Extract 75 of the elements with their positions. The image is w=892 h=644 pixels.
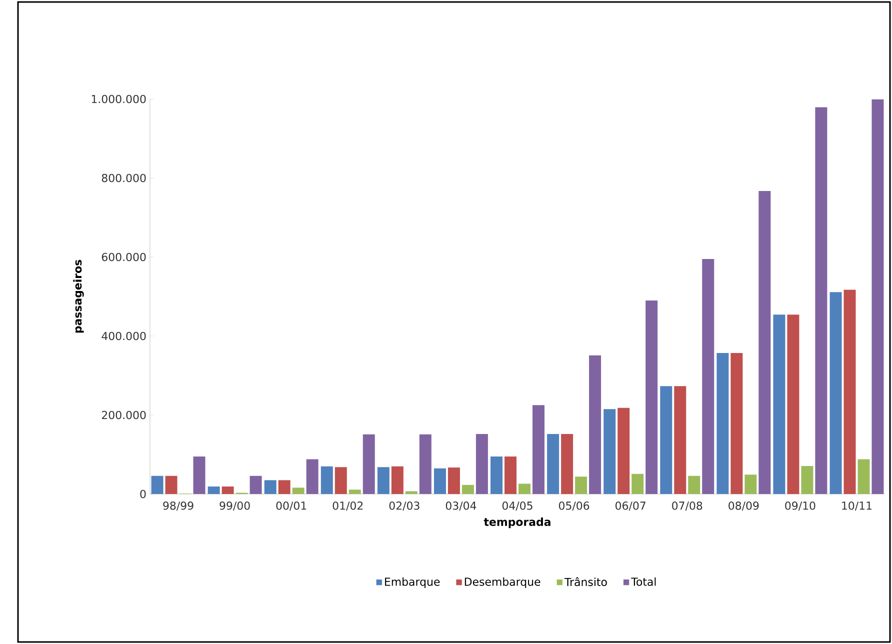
x-tick-label: 05/06 [558, 502, 590, 511]
bar [660, 386, 672, 494]
bar [830, 292, 842, 494]
y-axis-title: passageiros [73, 260, 84, 333]
bar [476, 434, 488, 494]
bar [419, 434, 432, 494]
bar [292, 488, 304, 494]
bar [151, 476, 164, 494]
bar [604, 409, 616, 494]
bar [208, 486, 220, 494]
bar [348, 490, 361, 494]
bar [222, 486, 234, 494]
legend-label: Embarque [385, 577, 440, 588]
bar [744, 474, 757, 494]
bar [320, 466, 333, 494]
bar [504, 456, 517, 494]
x-tick-label: 08/09 [728, 502, 759, 511]
bar [632, 474, 644, 494]
bar [844, 290, 856, 494]
x-tick-label: 03/04 [446, 502, 476, 511]
y-tick-label: 0 [140, 490, 146, 498]
bar [773, 314, 786, 494]
bar [434, 468, 446, 494]
bar [405, 491, 418, 494]
bar [377, 467, 390, 494]
bar [858, 459, 870, 494]
bar [547, 434, 560, 494]
bar [815, 107, 828, 494]
bar [391, 466, 404, 494]
bar [362, 434, 375, 494]
bar [716, 352, 729, 494]
bar [278, 480, 290, 494]
y-tick-label: 400.000 [102, 332, 146, 340]
x-tick-label: 98/99 [163, 502, 194, 511]
bar [872, 99, 884, 494]
bar [730, 352, 743, 494]
bar [787, 314, 800, 494]
bar [688, 476, 700, 494]
x-tick-label: 09/10 [785, 502, 816, 511]
legend-label: Trânsito [564, 577, 607, 586]
legend-label: Total [631, 577, 656, 586]
bar [801, 466, 814, 494]
bar [618, 408, 630, 494]
bar [448, 468, 460, 494]
bar [490, 456, 503, 494]
bar [518, 484, 530, 494]
bar [702, 258, 714, 494]
bar [561, 434, 574, 494]
bar [575, 476, 588, 494]
bar [532, 405, 544, 494]
bar [250, 476, 262, 494]
bar [334, 467, 347, 494]
x-axis-title: temporada [484, 518, 550, 528]
y-tick-label: 800.000 [102, 174, 146, 182]
bar [589, 355, 602, 494]
x-tick-label: 02/03 [389, 502, 420, 511]
bar [165, 476, 178, 494]
bar [758, 191, 771, 494]
bar [193, 456, 206, 494]
x-tick-label: 06/07 [616, 502, 646, 511]
y-tick-label: 1.000.000 [92, 94, 146, 104]
bar [264, 480, 276, 494]
bar [646, 300, 658, 494]
x-tick-label: 04/05 [502, 502, 532, 511]
x-tick-label: 01/02 [332, 502, 363, 511]
x-tick-label: 07/08 [672, 502, 702, 511]
legend-label: Desembarque [464, 577, 540, 588]
y-tick-label: 600.000 [102, 252, 146, 262]
x-tick-label: 10/11 [842, 502, 872, 511]
x-tick-label: 99/00 [220, 502, 250, 511]
bar [674, 386, 686, 494]
x-tick-label: 00/01 [276, 502, 306, 511]
y-tick-label: 200.000 [102, 410, 146, 420]
bar [462, 484, 474, 494]
bar [306, 459, 318, 494]
